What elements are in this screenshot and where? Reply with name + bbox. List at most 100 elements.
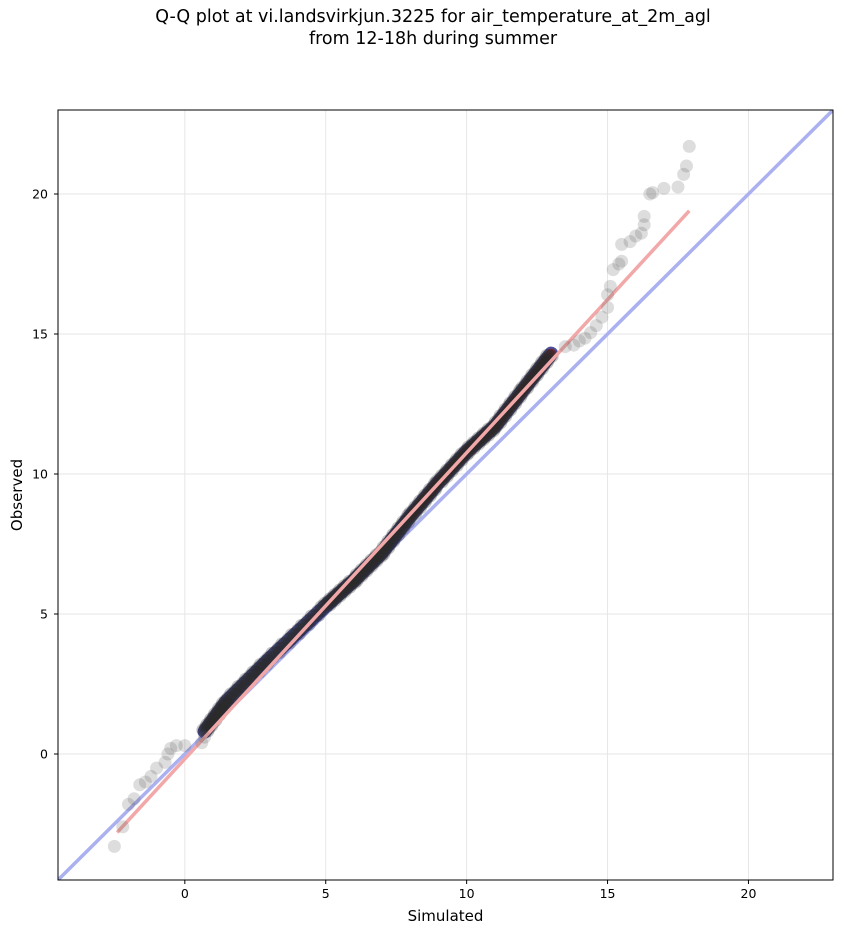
qq-point — [338, 582, 352, 596]
qq-point — [214, 699, 228, 713]
qq-point — [646, 186, 660, 200]
identity-line — [58, 110, 833, 880]
qq-point — [461, 440, 475, 454]
qq-point — [480, 428, 494, 442]
qq-point — [205, 712, 219, 726]
x-axis-ticks: 0 5 10 15 20 — [181, 880, 756, 901]
qq-point — [164, 741, 178, 755]
x-tick-label: 0 — [181, 886, 189, 901]
qq-point — [344, 575, 358, 589]
qq-point — [307, 609, 321, 623]
qq-point — [246, 665, 260, 679]
qq-point — [388, 528, 402, 542]
qq-point — [378, 544, 392, 558]
qq-point — [567, 338, 581, 352]
qq-point — [196, 723, 210, 737]
qq-point — [311, 604, 325, 618]
qq-point — [671, 180, 685, 194]
qq-point — [525, 371, 539, 385]
qq-point — [245, 669, 259, 683]
qq-point — [615, 254, 629, 268]
qq-point — [418, 488, 432, 502]
qq-point — [578, 331, 592, 345]
qq-point — [216, 696, 230, 710]
qq-point — [623, 235, 637, 249]
qq-point — [216, 699, 230, 713]
qq-point — [218, 693, 232, 707]
qq-point — [489, 418, 503, 432]
qq-point — [377, 547, 391, 561]
qq-point — [453, 450, 467, 464]
chart-title: Q-Q plot at vi.landsvirkjun.3225 for air… — [155, 7, 711, 27]
qq-point — [217, 696, 231, 710]
qq-point — [382, 541, 396, 555]
grid-lines — [58, 110, 833, 880]
qq-point — [589, 319, 603, 333]
qq-point — [595, 310, 609, 324]
qq-point — [225, 691, 239, 705]
qq-point — [601, 300, 615, 314]
tail-points — [107, 139, 696, 853]
qq-point — [290, 627, 304, 641]
qq-point — [542, 352, 556, 366]
plot-area — [58, 110, 833, 880]
qq-point — [545, 349, 559, 363]
qq-point — [634, 226, 648, 240]
qq-point — [318, 596, 332, 610]
y-tick-label: 20 — [32, 187, 48, 202]
qq-point — [231, 680, 245, 694]
qq-point — [679, 159, 693, 173]
qq-point — [158, 755, 172, 769]
qq-point — [150, 761, 164, 775]
y-tick-label: 15 — [32, 327, 48, 342]
qq-point — [251, 661, 265, 675]
qq-point — [428, 483, 442, 497]
qq-point — [637, 209, 651, 223]
qq-point — [314, 600, 328, 614]
qq-point — [203, 715, 217, 729]
qq-point — [415, 498, 429, 512]
qq-point — [486, 421, 500, 435]
qq-point — [144, 769, 158, 783]
qq-point — [558, 340, 572, 354]
qq-point — [508, 390, 522, 404]
qq-point — [273, 646, 287, 659]
qq-point — [348, 570, 362, 584]
qq-point — [213, 702, 227, 716]
qq-point — [200, 718, 214, 732]
qq-point — [323, 598, 337, 612]
qq-point — [511, 386, 525, 400]
qq-point — [467, 441, 481, 455]
qq-point — [236, 676, 250, 690]
qq-point — [235, 680, 249, 694]
qq-point — [603, 279, 617, 293]
qq-point — [133, 778, 147, 792]
qq-point — [226, 687, 240, 701]
qq-point — [238, 672, 252, 686]
plot-frame — [57, 109, 834, 881]
y-axis-ticks: 0 5 10 15 20 — [32, 187, 58, 762]
qq-point — [682, 139, 696, 153]
qq-point — [253, 657, 267, 671]
qq-point — [261, 651, 275, 665]
qq-point — [369, 548, 383, 562]
qq-point — [393, 521, 407, 535]
qq-point — [584, 326, 598, 340]
qq-point — [215, 702, 229, 716]
qq-point — [331, 588, 345, 602]
qq-point — [423, 482, 437, 496]
qq-point — [275, 637, 289, 651]
qq-point — [211, 704, 225, 718]
qq-point — [448, 455, 462, 469]
x-tick-label: 10 — [459, 886, 475, 901]
qq-point — [466, 435, 480, 449]
qq-point — [138, 775, 152, 789]
fit-line — [115, 209, 691, 834]
qq-point — [365, 559, 379, 573]
qq-point — [346, 573, 360, 587]
qq-point — [276, 641, 290, 655]
qq-point — [233, 680, 247, 694]
qq-point — [513, 390, 527, 404]
qq-point — [208, 707, 222, 721]
